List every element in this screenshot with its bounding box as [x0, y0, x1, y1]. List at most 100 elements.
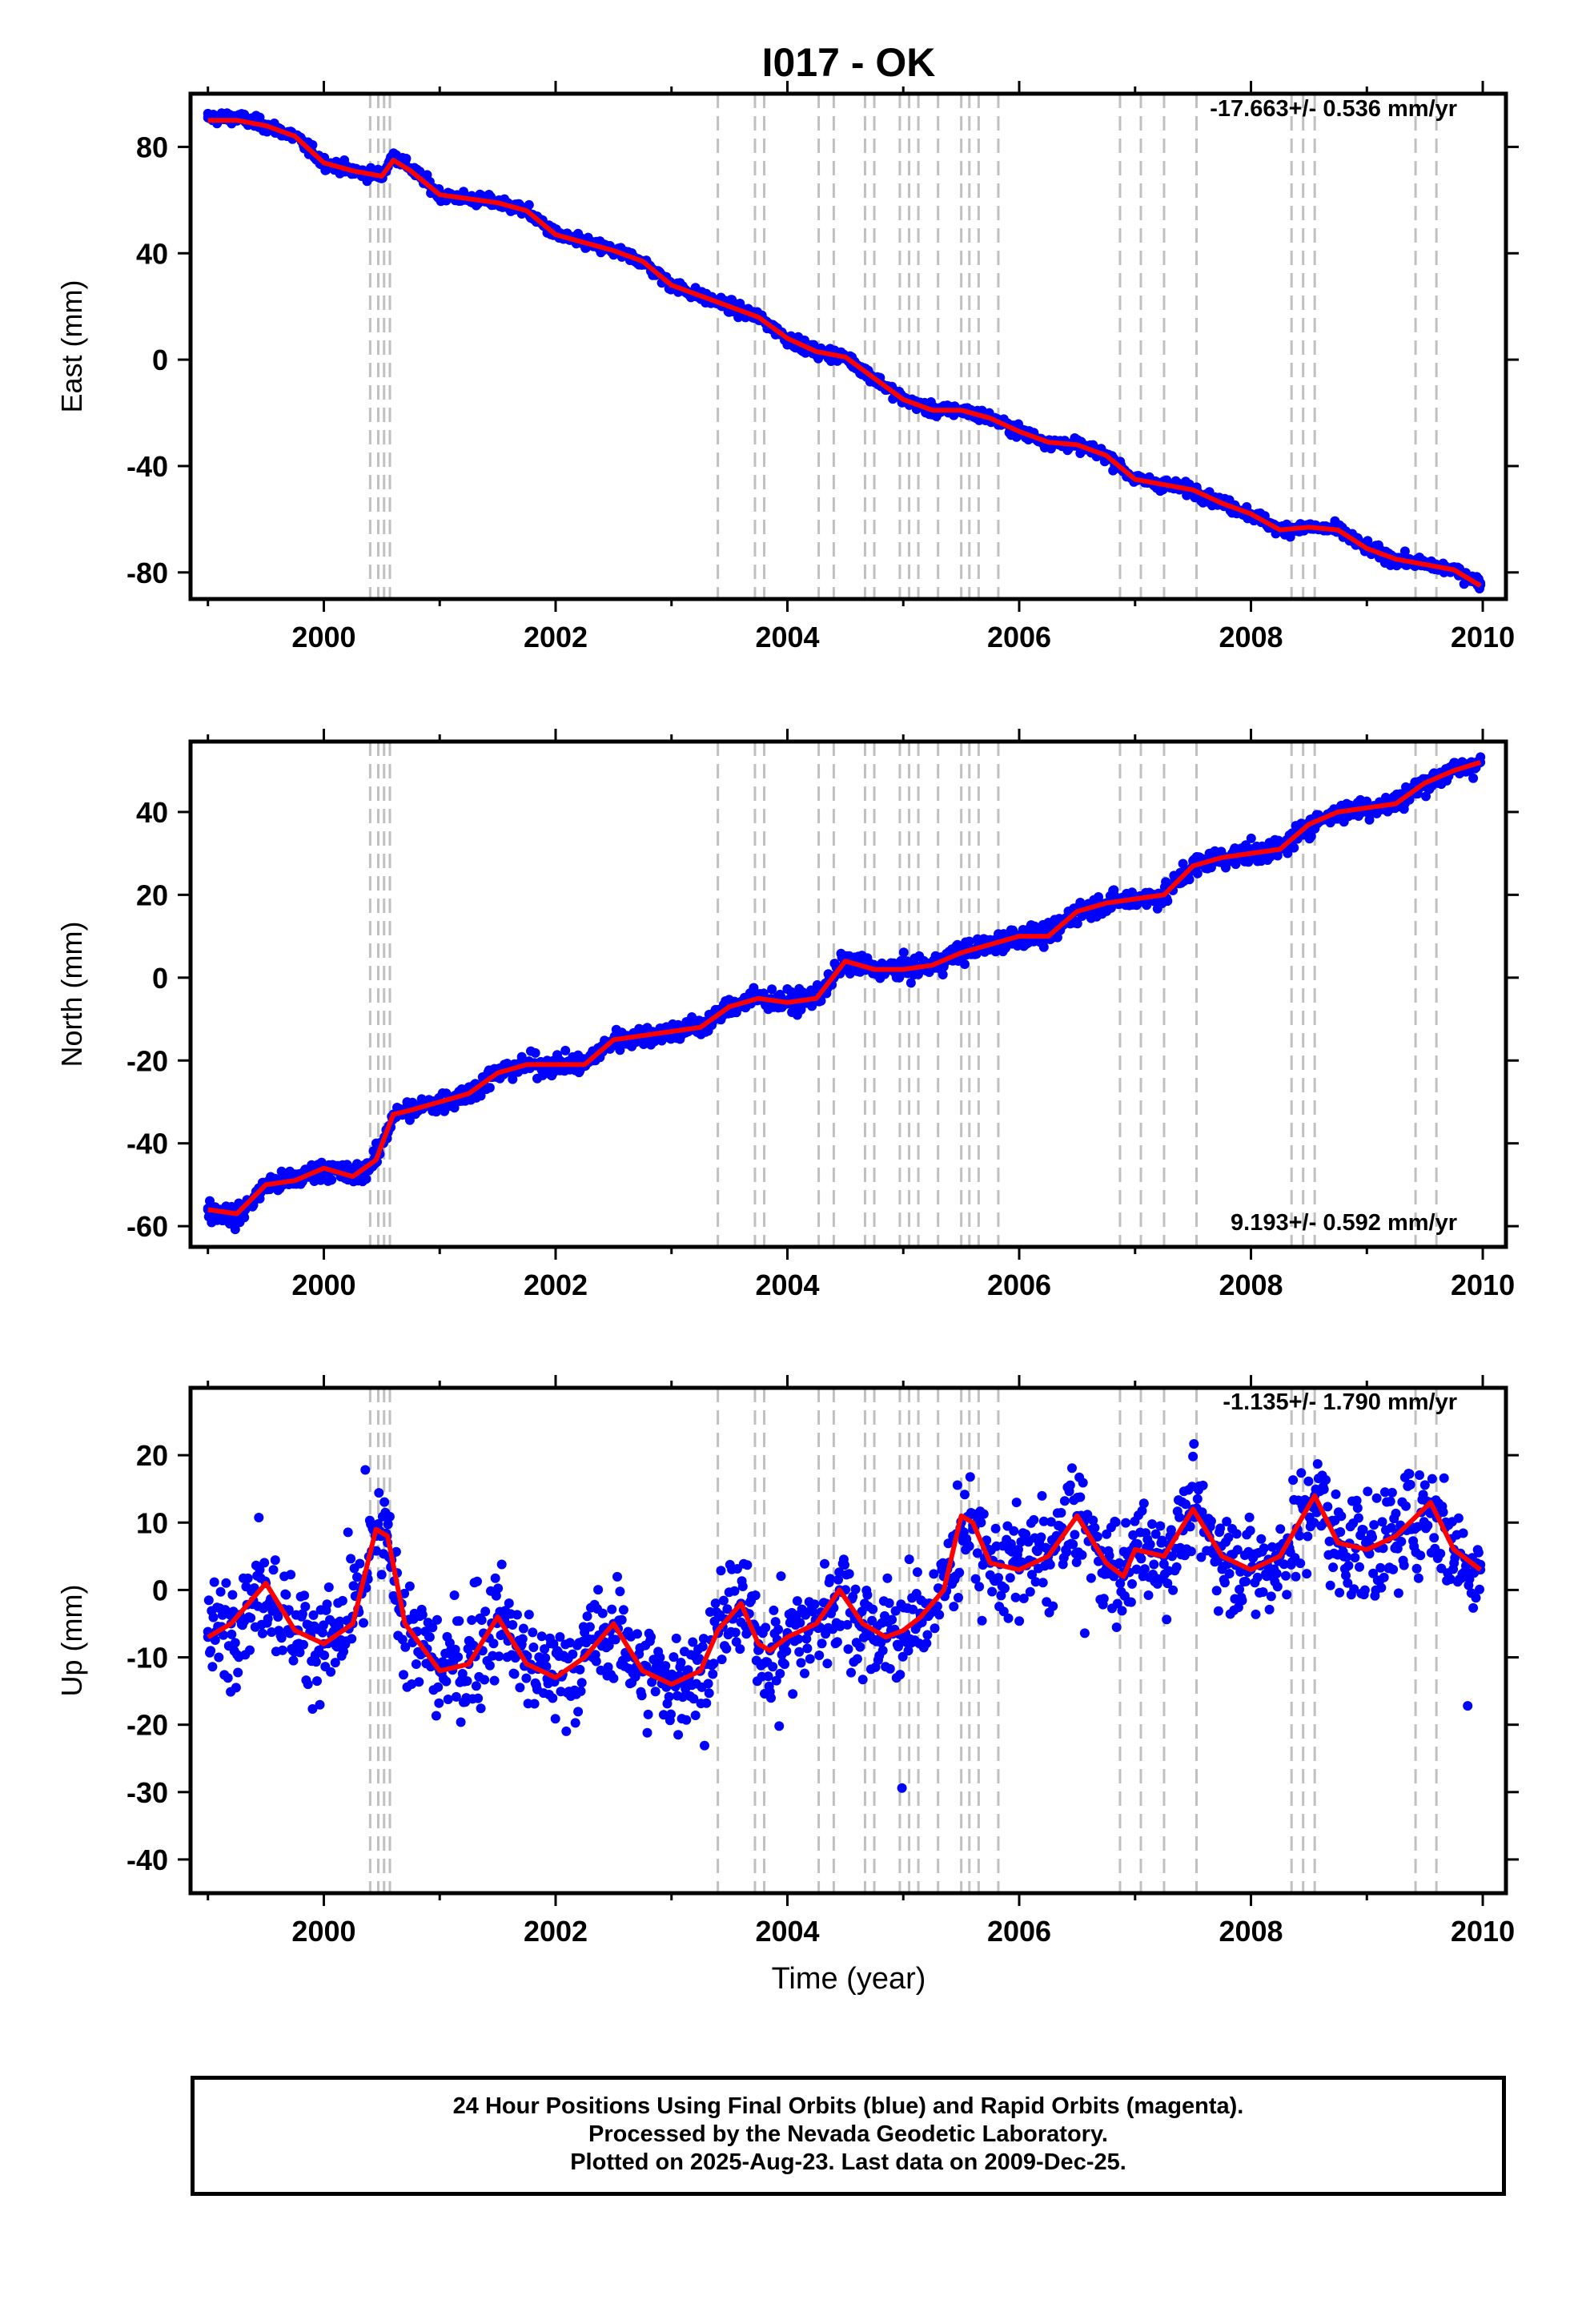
- position-point: [319, 1620, 328, 1630]
- y-tick-label: 80: [136, 131, 168, 163]
- position-point: [970, 1574, 981, 1584]
- position-point: [767, 984, 777, 995]
- position-point: [484, 1660, 495, 1671]
- y-tick-label: 0: [152, 344, 168, 376]
- position-point: [1341, 1570, 1351, 1581]
- position-point: [1059, 1496, 1070, 1506]
- position-point: [890, 1606, 901, 1616]
- position-point: [1045, 1559, 1055, 1570]
- position-point: [908, 1604, 918, 1614]
- position-point: [1331, 1489, 1341, 1499]
- x-tick-label: 2008: [1219, 1269, 1283, 1301]
- rate-label: 9.193+/- 0.592 mm/yr: [1231, 1210, 1457, 1236]
- position-point: [1306, 831, 1316, 842]
- position-point: [1453, 1513, 1464, 1523]
- position-point: [508, 1074, 518, 1084]
- position-point: [1232, 1545, 1243, 1555]
- position-point: [781, 1646, 792, 1656]
- position-point: [1077, 1550, 1087, 1560]
- position-point: [1463, 1701, 1473, 1711]
- position-point: [761, 1622, 771, 1633]
- position-point: [848, 1591, 858, 1602]
- position-point: [355, 1558, 365, 1569]
- position-point: [1439, 1473, 1449, 1483]
- position-point: [1181, 1499, 1191, 1510]
- position-point: [1114, 1558, 1125, 1568]
- position-point: [877, 1646, 888, 1655]
- position-point: [223, 1673, 233, 1683]
- position-point: [1215, 1523, 1226, 1534]
- position-point: [570, 1718, 580, 1728]
- position-point: [687, 1012, 697, 1022]
- y-tick-label: 40: [136, 237, 168, 270]
- position-point: [1371, 1493, 1382, 1503]
- position-point: [722, 1604, 733, 1614]
- position-point: [286, 1570, 296, 1580]
- position-point: [1171, 1562, 1182, 1572]
- position-point: [697, 1642, 708, 1652]
- position-point: [862, 1590, 873, 1600]
- plot-frame: [188, 1385, 1508, 1896]
- position-point: [774, 1721, 785, 1731]
- position-point: [215, 1586, 226, 1597]
- position-point: [207, 1662, 218, 1672]
- position-point: [1037, 1490, 1047, 1501]
- position-point: [484, 1083, 495, 1093]
- position-point: [1147, 1519, 1157, 1530]
- position-point: [303, 1679, 313, 1690]
- position-point: [1079, 1628, 1090, 1638]
- position-point: [209, 1577, 219, 1587]
- position-point: [770, 1617, 781, 1627]
- position-point: [384, 1511, 395, 1522]
- position-point: [898, 947, 909, 958]
- position-point: [1386, 1522, 1396, 1533]
- position-point: [1302, 1569, 1312, 1579]
- position-point: [1088, 1515, 1098, 1526]
- x-tick-label: 2002: [524, 621, 588, 653]
- x-tick-label: 2002: [524, 1269, 588, 1301]
- position-point: [1419, 1480, 1430, 1490]
- position-point: [1098, 1594, 1109, 1604]
- position-point: [1296, 1468, 1307, 1478]
- position-point: [1279, 1559, 1289, 1570]
- position-point: [1335, 1527, 1346, 1537]
- position-point: [857, 1675, 868, 1685]
- position-point: [1197, 1507, 1207, 1518]
- position-point: [1352, 1503, 1363, 1514]
- position-point: [214, 1652, 224, 1663]
- position-point: [493, 1583, 504, 1594]
- position-point: [1157, 1535, 1167, 1546]
- position-point: [1189, 1439, 1199, 1449]
- daily-positions: [203, 108, 1486, 593]
- position-point: [424, 1632, 435, 1642]
- position-point: [795, 1618, 805, 1628]
- position-point: [855, 1642, 865, 1652]
- position-point: [1052, 932, 1062, 943]
- position-point: [1359, 1585, 1370, 1595]
- position-point: [1387, 1487, 1397, 1498]
- position-point: [1131, 1564, 1142, 1574]
- position-point: [509, 1669, 520, 1679]
- position-point: [1065, 1480, 1075, 1490]
- position-point: [1168, 1585, 1178, 1595]
- caption-line-3: Plotted on 2025-Aug-23. Last data on 200…: [570, 2149, 1126, 2175]
- position-point: [540, 1653, 551, 1663]
- position-point: [494, 1651, 504, 1662]
- position-point: [374, 1488, 384, 1498]
- position-point: [1445, 1574, 1456, 1584]
- position-point: [1288, 1475, 1299, 1486]
- position-point: [833, 1574, 843, 1585]
- position-point: [897, 1783, 907, 1793]
- position-point: [528, 1642, 539, 1652]
- y-tick-label: 20: [136, 879, 168, 911]
- panel-east: 2000 2002 2004 2006 2008 2010 -80 -40 0 40 80 East …: [55, 81, 1519, 653]
- position-point: [210, 1635, 220, 1645]
- position-point: [1303, 1476, 1314, 1486]
- position-point: [1343, 1578, 1353, 1588]
- position-point: [311, 1657, 321, 1667]
- chart-panels: 2000 2002 2004 2006 2008 2010-80-4004080East …: [55, 81, 1519, 1948]
- position-point: [893, 1642, 903, 1652]
- position-point: [615, 1586, 625, 1597]
- position-point: [1104, 1550, 1114, 1561]
- position-point: [776, 1571, 786, 1582]
